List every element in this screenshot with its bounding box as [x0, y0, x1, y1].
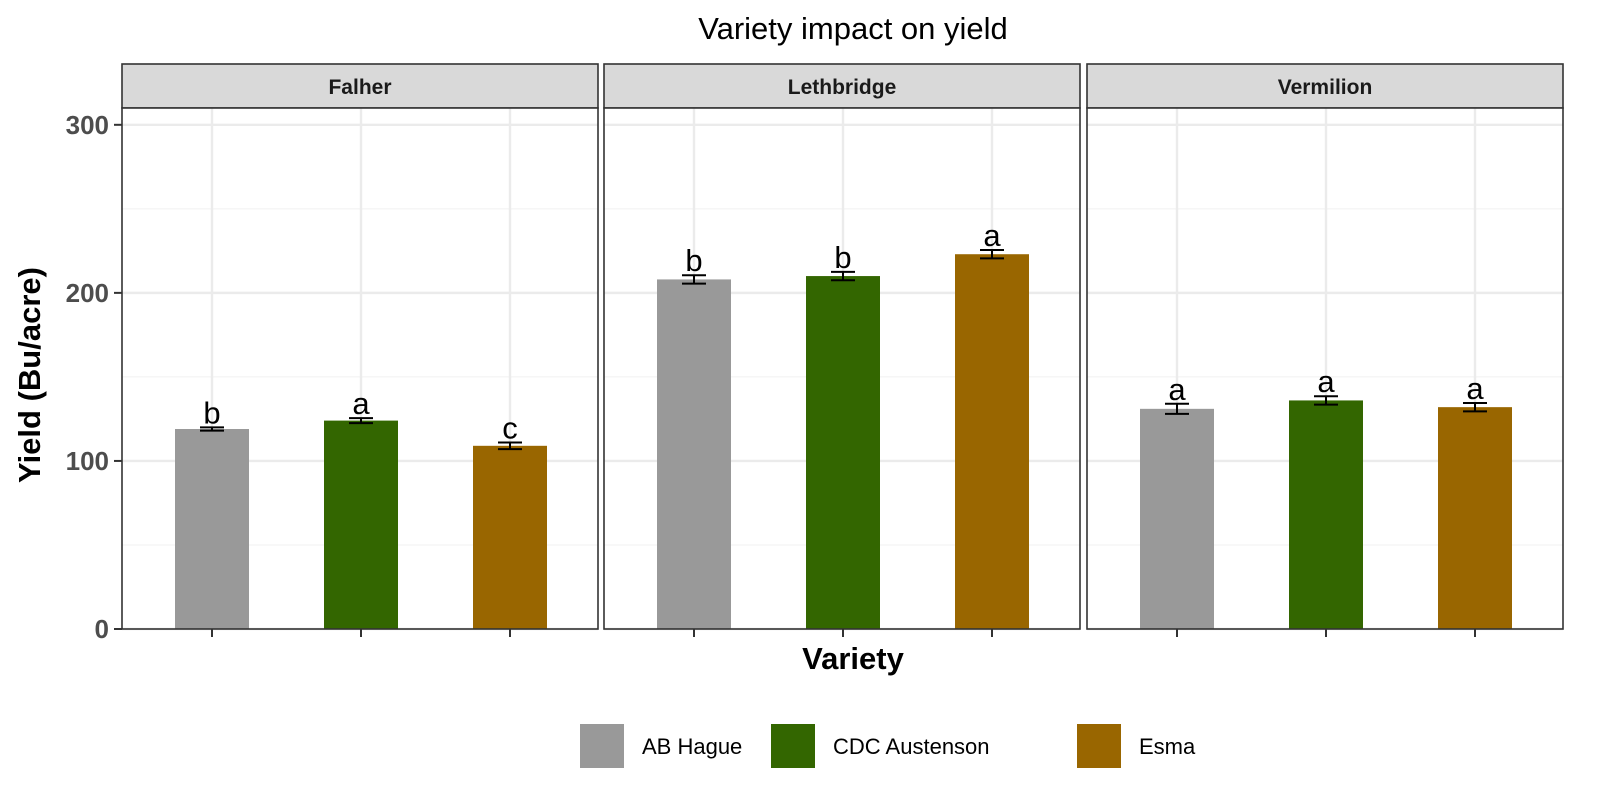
significance-letter: a	[1317, 364, 1335, 399]
legend-key-0	[580, 724, 624, 768]
bar-falher-1	[324, 420, 398, 629]
facet-strip	[1086, 63, 1564, 109]
facet-strip	[603, 63, 1081, 109]
y-axis-title: Yield (Bu/acre)	[12, 267, 47, 483]
bar-lethbridge-2	[955, 254, 1029, 629]
facet-strip	[121, 63, 599, 109]
x-axis-title: Variety	[802, 641, 904, 676]
legend-label: AB Hague	[642, 734, 742, 759]
bar-falher-0	[175, 429, 249, 629]
significance-letter: b	[685, 243, 702, 278]
significance-letter: a	[983, 218, 1001, 253]
chart-title: Variety impact on yield	[698, 11, 1008, 46]
significance-letter: a	[1466, 371, 1484, 406]
y-tick-label: 300	[66, 110, 109, 140]
significance-letter: a	[1168, 372, 1186, 407]
facet-falher: Falher b a c	[121, 63, 599, 637]
facet-lethbridge: Lethbridge b b a	[603, 63, 1081, 637]
bar-vermilion-0	[1140, 408, 1214, 629]
y-tick-label: 0	[95, 614, 109, 644]
facet-strip-label: Vermilion	[1278, 76, 1373, 99]
bar-vermilion-2	[1438, 407, 1512, 629]
panel-border	[1086, 107, 1564, 630]
legend-key-2	[1077, 724, 1121, 768]
bar-falher-2	[473, 445, 547, 629]
facet-strip-label: Lethbridge	[788, 76, 897, 99]
facet-panels: Falher b a c Lethbridge b b a Vermilion a a a	[121, 63, 1564, 637]
y-axis: 0 100 200 300	[66, 110, 122, 644]
bar-lethbridge-1	[806, 276, 880, 629]
panel-border	[603, 107, 1081, 630]
facet-strip-label: Falher	[328, 76, 391, 99]
panel-border	[121, 107, 599, 630]
significance-letter: a	[352, 386, 370, 421]
legend-label: Esma	[1139, 734, 1196, 759]
legend-label: CDC Austenson	[833, 734, 990, 759]
significance-letter: b	[203, 395, 220, 430]
bar-vermilion-1	[1289, 400, 1363, 629]
bar-lethbridge-0	[657, 279, 731, 629]
significance-letter: c	[502, 410, 518, 445]
y-tick-label: 100	[66, 446, 109, 476]
legend: AB Hague CDC Austenson Esma	[580, 724, 1196, 768]
facet-vermilion: Vermilion a a a	[1086, 63, 1564, 637]
y-tick-label: 200	[66, 278, 109, 308]
significance-letter: b	[834, 240, 851, 275]
legend-key-1	[771, 724, 815, 768]
